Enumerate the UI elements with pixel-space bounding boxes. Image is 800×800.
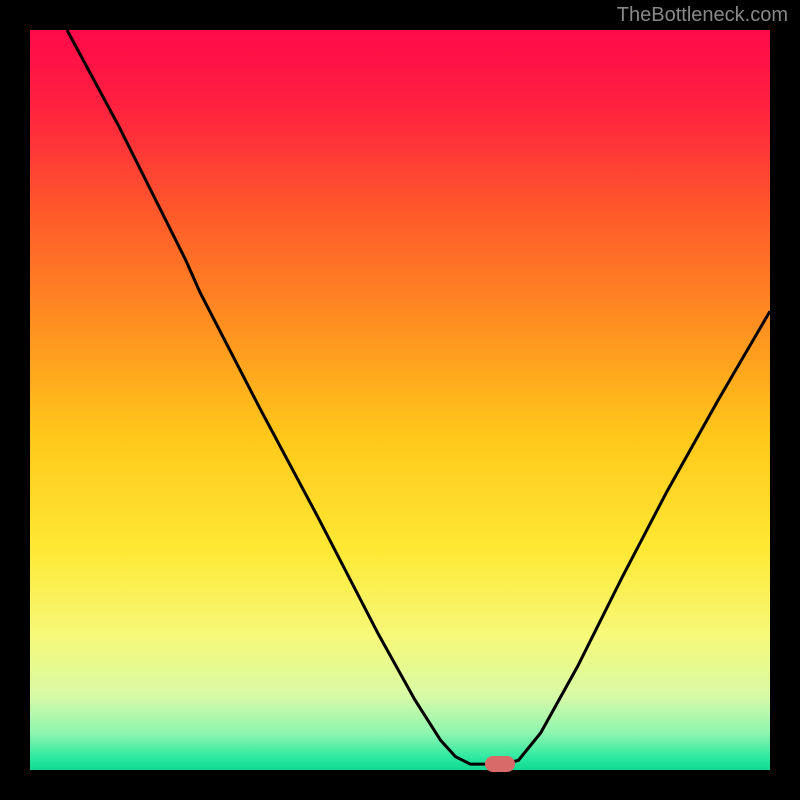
watermark-text: TheBottleneck.com	[617, 4, 788, 27]
optimal-point-marker	[485, 756, 515, 772]
plot-area	[30, 30, 770, 770]
bottleneck-curve	[30, 30, 770, 770]
